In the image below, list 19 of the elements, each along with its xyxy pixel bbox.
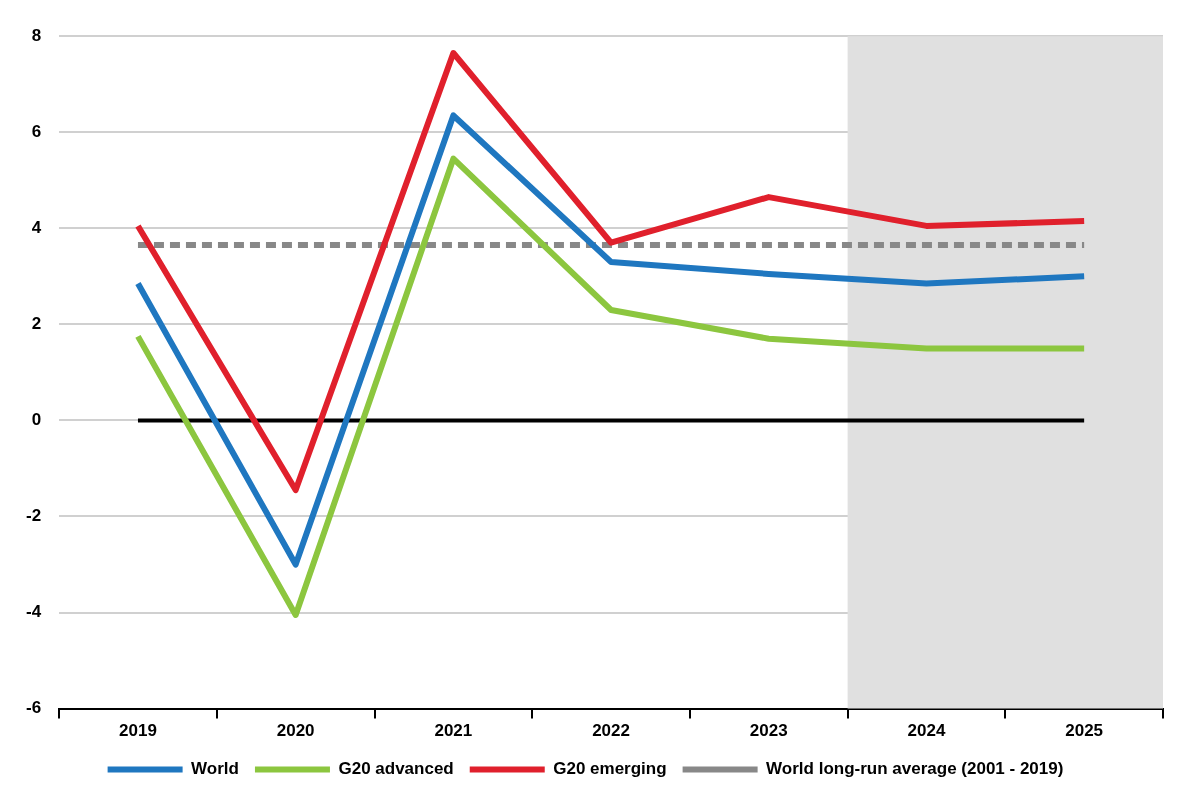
x-tick-label: 2023 (749, 721, 788, 741)
x-tick-label: 2025 (1065, 721, 1104, 741)
y-tick-label: 2 (31, 314, 42, 334)
legend-label: World (191, 759, 239, 779)
y-tick-label: -2 (25, 506, 42, 526)
y-tick-label: -6 (25, 698, 42, 718)
x-tick-label: 2019 (119, 721, 157, 741)
legend-label: G20 emerging (553, 759, 667, 779)
y-tick-label: 8 (31, 25, 42, 45)
y-tick-label: 6 (31, 121, 42, 141)
x-tick-label: 2021 (434, 721, 473, 741)
y-tick-label: -4 (25, 602, 42, 622)
y-tick-label: 4 (31, 218, 42, 237)
x-tick-label: 2024 (907, 721, 946, 741)
x-tick-label: 2020 (276, 721, 315, 741)
legend-label: G20 advanced (338, 759, 454, 779)
y-tick-label: 0 (31, 410, 42, 430)
legend-label: World long-run average (2001 - 2019) (766, 759, 1064, 779)
x-tick-label: 2022 (592, 721, 630, 741)
